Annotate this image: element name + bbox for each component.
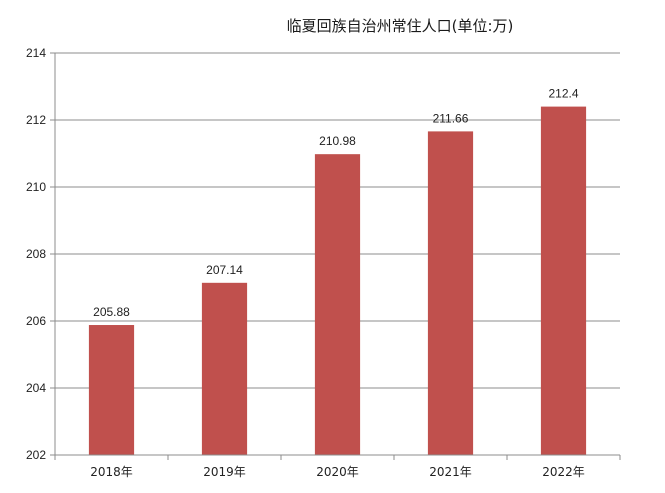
y-tick-label: 212	[26, 113, 46, 127]
y-tick-label: 206	[26, 314, 46, 328]
x-tick-label: 2022年	[542, 465, 585, 479]
y-tick-label: 214	[26, 46, 46, 60]
data-label: 207.14	[206, 263, 243, 277]
bar	[540, 106, 587, 455]
data-label: 205.88	[93, 305, 130, 319]
bars	[88, 106, 587, 456]
bar	[201, 282, 248, 455]
y-tick-label: 208	[26, 247, 46, 261]
bar	[314, 154, 361, 456]
data-labels: 205.88 207.14 210.98 211.66 212.4	[93, 87, 579, 319]
bar	[427, 131, 474, 455]
y-tick-label: 210	[26, 180, 46, 194]
bar	[88, 325, 135, 455]
chart-title: 临夏回族自治州常住人口(单位:万)	[287, 17, 514, 35]
x-axis: 2018年 2019年 2020年 2021年 2022年	[54, 53, 621, 479]
y-tick-label: 202	[26, 448, 46, 462]
data-label: 211.66	[433, 111, 469, 125]
x-tick-label: 2018年	[90, 465, 133, 479]
data-label: 210.98	[319, 134, 356, 148]
data-label: 212.4	[548, 87, 578, 101]
x-tick-label: 2020年	[316, 465, 359, 479]
y-axis-ticks: 202 204 206 208 210 212 214	[26, 46, 55, 462]
y-tick-label: 204	[26, 381, 46, 395]
x-tick-label: 2021年	[429, 465, 472, 479]
x-tick-label: 2019年	[203, 465, 246, 479]
